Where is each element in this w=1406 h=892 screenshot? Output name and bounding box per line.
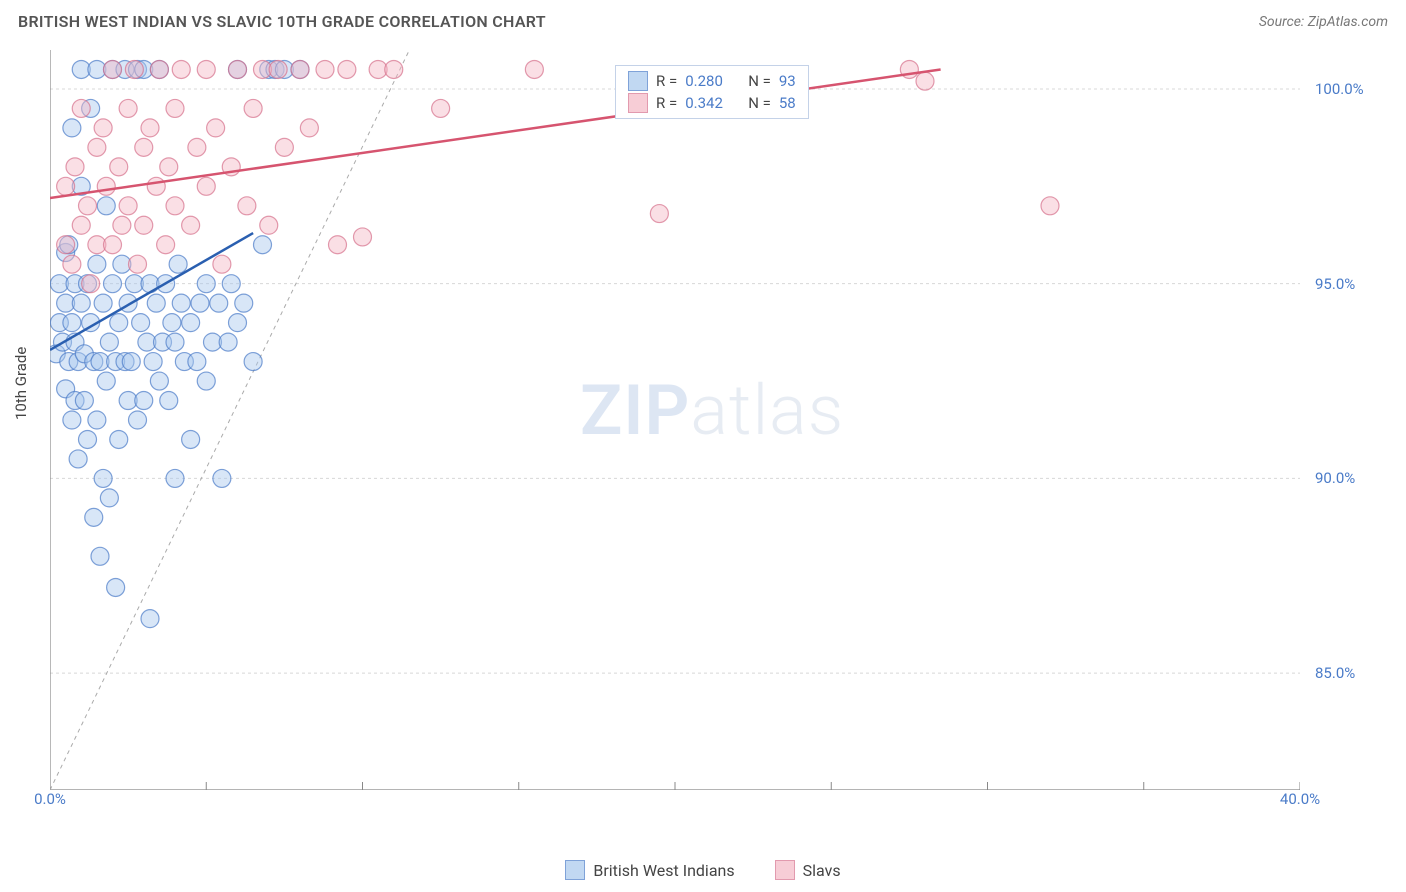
bottom-legend: British West Indians Slavs — [0, 860, 1406, 880]
legend-swatch — [775, 860, 795, 880]
plot-area: ZIPatlas R =0.280N =93R =0.342N =58 85.0… — [50, 50, 1300, 790]
legend-swatch — [628, 71, 648, 91]
legend-row-bwi: R = 0.280 N = 93 — [628, 71, 796, 91]
legend-n-value: 58 — [779, 94, 796, 112]
legend-swatch — [628, 93, 648, 113]
legend-r-label: R = — [656, 72, 677, 90]
bottom-legend-item: Slavs — [775, 860, 841, 880]
bottom-legend-item: British West Indians — [565, 860, 734, 880]
legend-r-value: 0.342 — [685, 94, 740, 112]
legend-n-value: 93 — [779, 72, 796, 90]
legend-swatch — [565, 860, 585, 880]
x-tick-label: 0.0% — [34, 790, 66, 818]
scatter-chart — [50, 50, 1300, 790]
legend-n-label: N = — [748, 94, 771, 112]
chart-title: BRITISH WEST INDIAN VS SLAVIC 10TH GRADE… — [18, 12, 546, 31]
x-tick-label: 40.0% — [1280, 790, 1320, 818]
legend-r-label: R = — [656, 94, 677, 112]
chart-source: Source: ZipAtlas.com — [1259, 14, 1388, 30]
correlation-legend: R = 0.280 N = 93 R = 0.342 N = 58 — [615, 65, 809, 119]
legend-row-slav: R = 0.342 N = 58 — [628, 93, 796, 113]
legend-r-value: 0.280 — [685, 72, 740, 90]
y-axis-label: 10th Grade — [12, 347, 30, 420]
bottom-legend-label: British West Indians — [593, 861, 734, 880]
title-bar: BRITISH WEST INDIAN VS SLAVIC 10TH GRADE… — [0, 0, 1406, 39]
bottom-legend-label: Slavs — [803, 861, 841, 880]
legend-n-label: N = — [748, 72, 771, 90]
